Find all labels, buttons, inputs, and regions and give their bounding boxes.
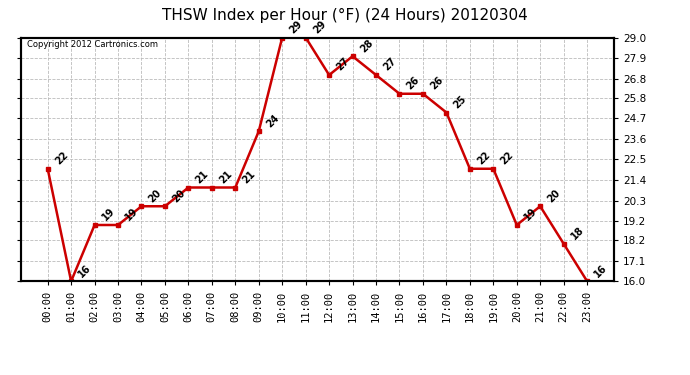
Text: 16: 16 [77,262,93,279]
Text: 28: 28 [358,38,375,54]
Text: 16: 16 [593,262,609,279]
Text: 20: 20 [546,188,562,204]
Text: 19: 19 [522,206,539,223]
Text: 22: 22 [53,150,70,166]
Text: 26: 26 [405,75,422,92]
Text: 21: 21 [241,169,257,185]
Text: THSW Index per Hour (°F) (24 Hours) 20120304: THSW Index per Hour (°F) (24 Hours) 2012… [162,8,528,22]
Text: 20: 20 [147,188,164,204]
Text: 29: 29 [311,19,328,35]
Text: 18: 18 [569,225,586,242]
Text: 25: 25 [452,94,469,110]
Text: 29: 29 [288,19,304,35]
Text: 21: 21 [194,169,210,185]
Text: 19: 19 [124,206,140,223]
Text: 22: 22 [475,150,492,166]
Text: 21: 21 [217,169,234,185]
Text: 27: 27 [335,56,351,73]
Text: 22: 22 [499,150,515,166]
Text: 20: 20 [170,188,187,204]
Text: 27: 27 [382,56,398,73]
Text: 24: 24 [264,112,281,129]
Text: Copyright 2012 Cartronics.com: Copyright 2012 Cartronics.com [27,40,157,49]
Text: 19: 19 [100,206,117,223]
Text: 26: 26 [428,75,445,92]
